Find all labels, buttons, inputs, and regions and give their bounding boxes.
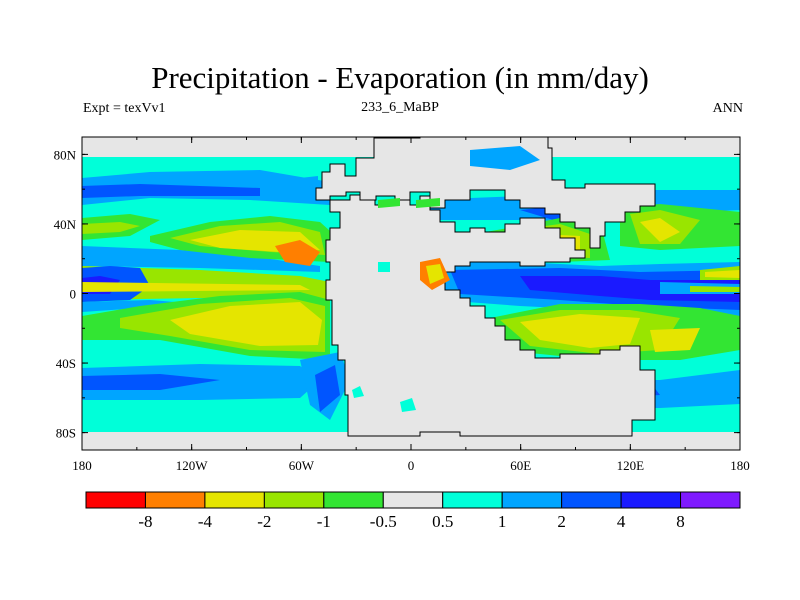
axis-ticks <box>81 137 741 450</box>
pacific-north-core <box>82 184 260 198</box>
north-pacific-dry-core <box>275 240 320 266</box>
x-tick-label: 120E <box>617 458 645 473</box>
western-landmass <box>325 194 656 437</box>
x-axis-labels: 180 120W 60W 0 60E 120E 180 <box>72 458 750 473</box>
x-tick-label: 180 <box>730 458 750 473</box>
colorbar-swatch <box>323 491 384 509</box>
colorbar-swatch <box>442 491 503 509</box>
colorbar-swatch <box>263 491 325 509</box>
colorbar-label: -8 <box>138 512 152 531</box>
colorbar-swatch <box>561 491 622 509</box>
pacific-north-itcz-edge <box>82 246 320 272</box>
north-shelf-green-b <box>416 198 440 208</box>
colorbar-swatch <box>620 491 682 509</box>
southern-ocean-core-west <box>82 374 220 390</box>
y-tick-label: 80N <box>54 147 77 162</box>
east-pacific-north-yellow <box>705 270 740 278</box>
y-tick-label: 0 <box>70 287 77 302</box>
pacific-equatorial-yellow <box>82 282 310 292</box>
colorbar-swatch <box>680 491 741 509</box>
map-title: Precipitation - Evaporation (in mm/day) <box>151 60 649 95</box>
colorbar-label: -2 <box>257 512 271 531</box>
colorbar-label: 2 <box>557 512 566 531</box>
x-tick-label: 0 <box>408 458 415 473</box>
colorbar-swatch <box>204 491 265 509</box>
east-far-north-yellow <box>640 218 680 242</box>
colorbar-label: 0.5 <box>432 512 453 531</box>
south-america-west-core <box>315 365 340 412</box>
experiment-label: Expt = texVv1 <box>83 101 166 116</box>
north-shelf-green-a <box>378 198 400 208</box>
south-pacific-dry-inner <box>170 302 322 346</box>
inland-lake-c <box>400 398 416 412</box>
high-latitude-blue-patch <box>470 146 540 170</box>
northwest-coast-blue <box>300 176 318 188</box>
east-itcz-core <box>520 276 740 302</box>
season-label: ANN <box>712 101 743 116</box>
colorbar-label: 4 <box>617 512 626 531</box>
x-tick-label: 120W <box>176 458 209 473</box>
colorbar-swatch <box>501 491 563 509</box>
west-tethys-coastal-yellow <box>426 264 444 284</box>
east-south-dry-inner <box>520 314 640 348</box>
y-tick-label: 40N <box>54 217 77 232</box>
pacific-tropical-lime <box>82 266 330 300</box>
inland-lake-a <box>378 262 390 272</box>
y-tick-label: 80S <box>56 426 76 441</box>
subtitle: 233_6_MaBP <box>361 100 439 115</box>
y-axis-labels: 80N 40N 0 40S 80S <box>54 147 77 440</box>
inland-lake-b <box>352 386 364 398</box>
x-tick-label: 60W <box>289 458 315 473</box>
colorbar-label: -1 <box>317 512 331 531</box>
colorbar-label: -0.5 <box>370 512 397 531</box>
colorbar-swatch <box>382 491 444 509</box>
east-south-yellow-patch <box>650 328 700 352</box>
y-tick-label: 40S <box>56 356 76 371</box>
colorbar-label: 1 <box>498 512 507 531</box>
colorbar: -8 -4 -2 -1 -0.5 0.5 1 2 4 8 <box>85 491 741 531</box>
colorbar-swatch <box>144 491 206 509</box>
east-equatorial-lime <box>690 286 740 292</box>
x-tick-label: 60E <box>510 458 531 473</box>
colorbar-label: -4 <box>198 512 213 531</box>
x-tick-label: 180 <box>72 458 92 473</box>
pacific-west-subtropic-lime <box>82 222 140 234</box>
colorbar-label: 8 <box>676 512 685 531</box>
map-field <box>82 137 740 450</box>
colorbar-swatch <box>85 491 146 509</box>
